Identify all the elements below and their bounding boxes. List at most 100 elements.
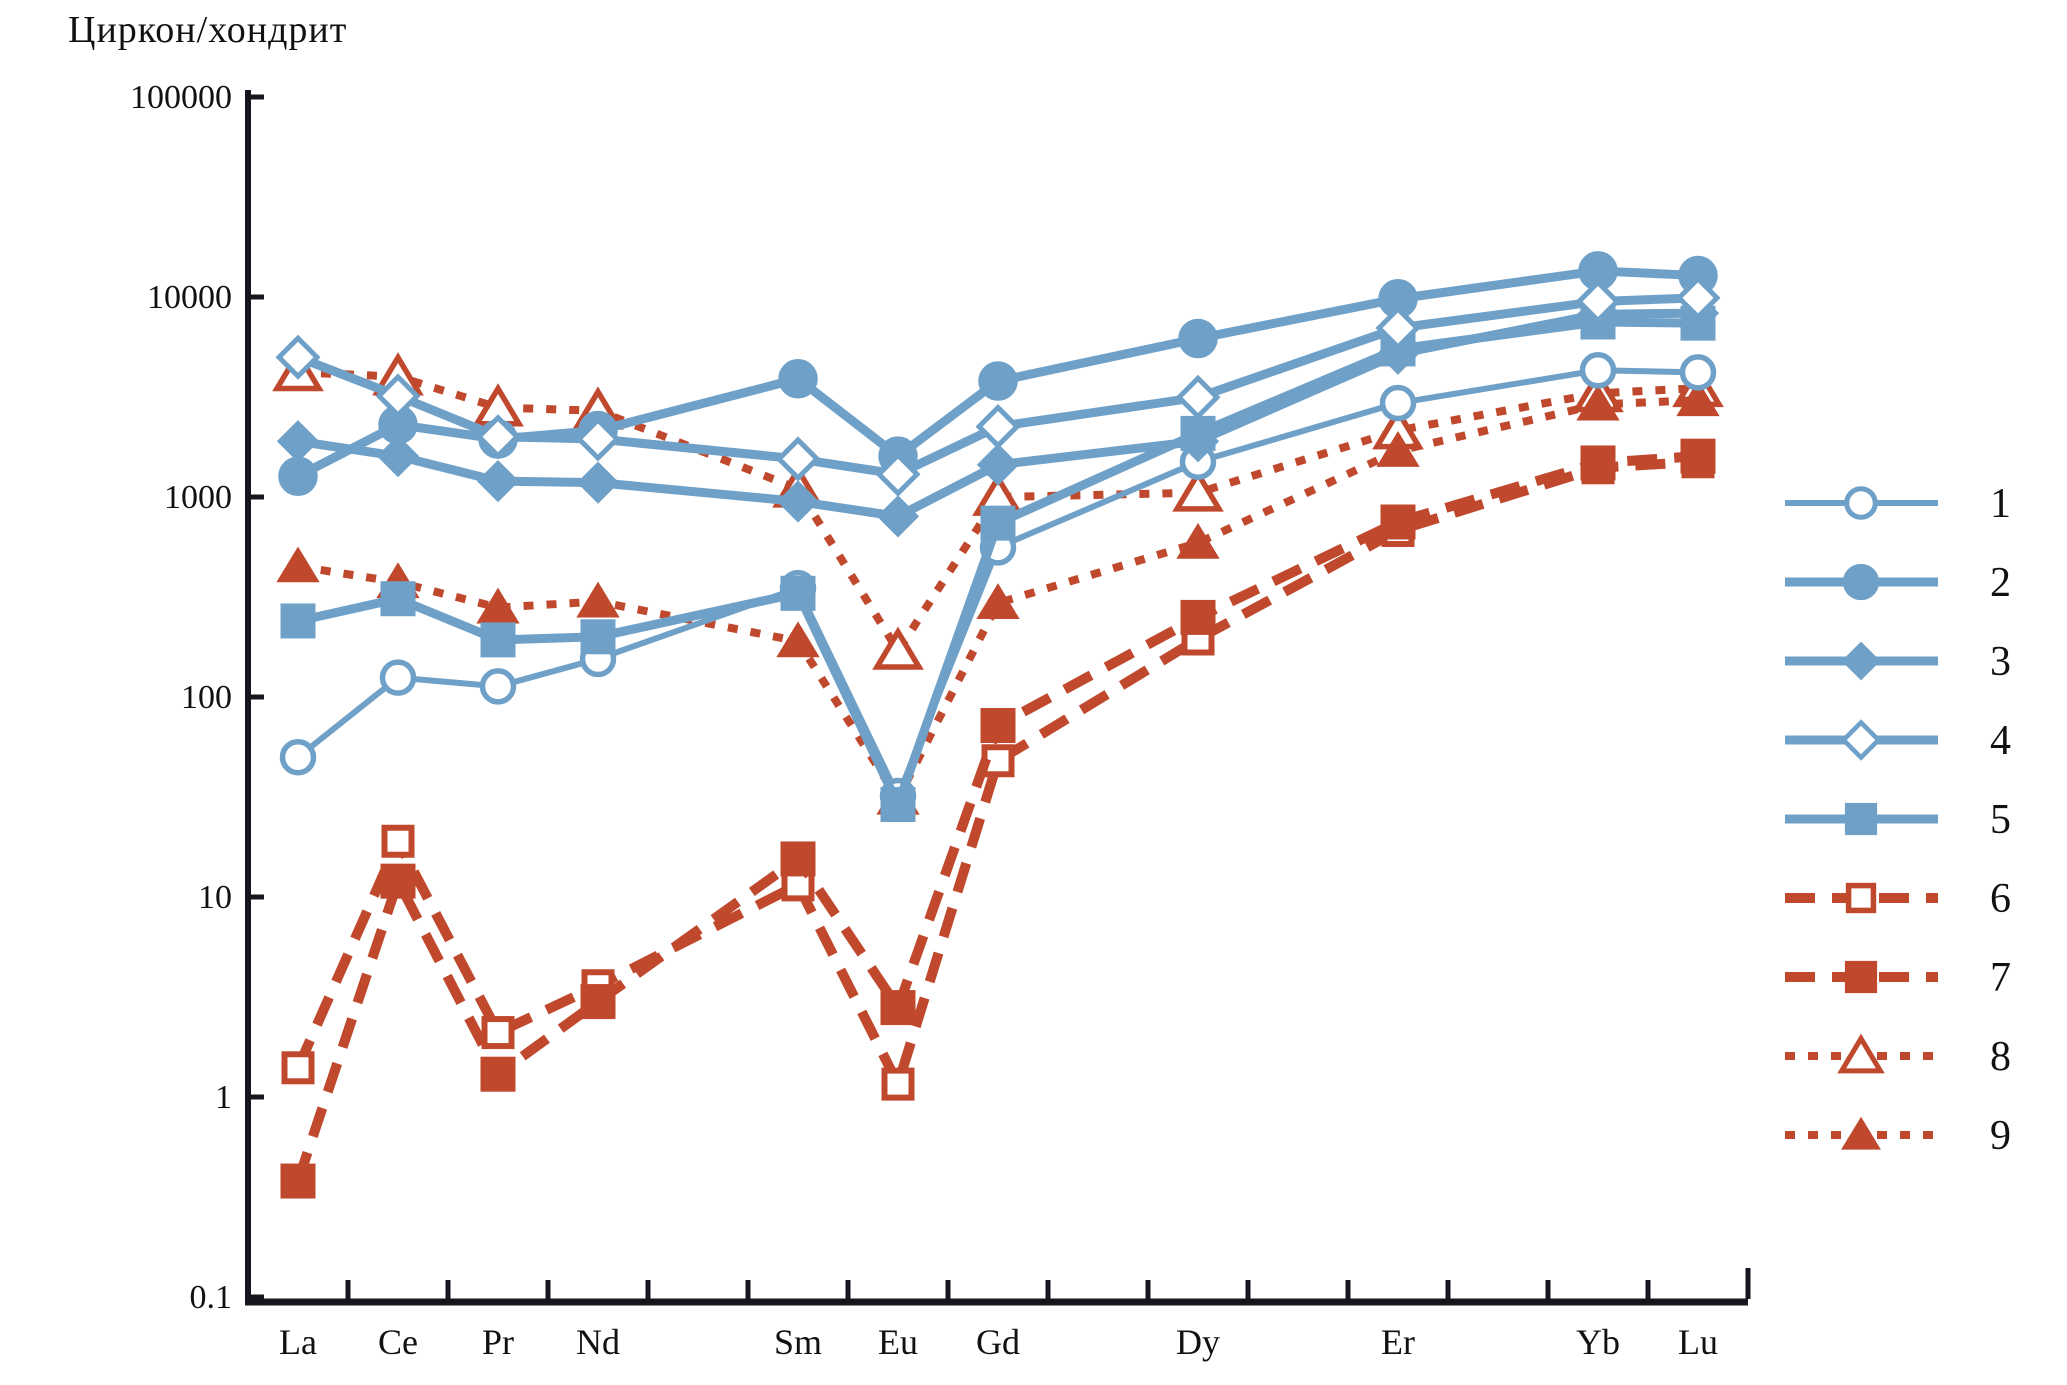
series-3-point-Nd [576,461,620,504]
series-6-point-Pr [481,1016,515,1050]
series-2-point-Gd [978,361,1018,401]
legend-item-1: 1 [1785,481,2011,527]
legend-label-7: 7 [1990,955,2011,1001]
series-7-point-Dy [1180,599,1216,635]
y-tick-label-1: 1 [215,1079,232,1116]
legend-label-3: 3 [1990,639,2011,685]
legend-label-1: 1 [1990,481,2011,527]
series-7-point-Pr [480,1056,516,1092]
series-7-point-Yb [1580,445,1616,481]
x-tick-label-Nd: Nd [576,1322,620,1362]
series-4-point-La [275,334,321,380]
series-1-point-La [279,738,317,776]
series-7-point-Sm [780,841,816,877]
series-5-point-Dy [1180,415,1216,451]
series-4-point-Er [1375,305,1421,351]
x-tick-label-Sm: Sm [774,1322,822,1362]
series-6-point-Eu [881,1067,915,1101]
legend-label-6: 6 [1990,876,2011,922]
legend-item-4: 4 [1785,718,2011,764]
series-1-point-Er [1379,384,1417,422]
y-tick-label-0.1: 0.1 [190,1279,233,1316]
series-3-point-Gd [976,443,1020,486]
series-6-point-Ce [381,824,415,858]
legend-label-9: 9 [1990,1113,2011,1159]
series-4-point-Eu [875,451,921,497]
series-7-point-Ce [380,863,416,899]
series-9-point-Gd [976,583,1020,619]
series-7-point-Lu [1680,438,1716,474]
legend-label-2: 2 [1990,560,2011,606]
series-7-point-Er [1380,504,1416,540]
series-7-point-La [280,1163,316,1199]
series-2-point-Sm [778,359,818,399]
series-3-point-La [276,420,320,463]
y-tick-label-10: 10 [198,879,232,916]
x-tick-label-Er: Er [1381,1322,1415,1362]
series-2-point-Dy [1178,318,1218,359]
x-tick-label-Yb: Yb [1576,1322,1620,1362]
series-1-point-Lu [1679,354,1717,391]
series-5-point-Ce [380,581,416,617]
x-tick-label-Ce: Ce [378,1322,418,1362]
series-3-point-Sm [776,480,820,523]
series-7 [280,438,1716,1199]
series-1-point-Ce [379,659,417,696]
series-3-point-Ce [376,435,420,478]
y-tick-label-10000: 10000 [147,279,232,316]
series-4-point-Ce [375,373,421,419]
series-5-point-La [280,603,316,639]
series-6-line [293,456,1699,1090]
series-5-point-Pr [480,622,516,658]
series-4-point-Yb [1575,278,1621,324]
legend-item-9: 9 [1785,1113,2011,1159]
series-4-point-Gd [975,404,1021,450]
series-8-point-Eu [872,626,924,670]
legend-item-2: 2 [1785,560,2011,606]
series-5-point-Sm [780,575,816,611]
series-9-point-Yb [1576,384,1620,421]
series-5-point-Eu [880,787,916,823]
series-4-point-Nd [575,416,621,462]
series-9-point-Nd [576,581,620,618]
legend-label-5: 5 [1990,797,2011,843]
series-8-point-Dy [1172,468,1224,512]
x-tick-label-Dy: Dy [1176,1322,1220,1362]
legend-item-8: 8 [1785,1033,2011,1080]
series-9-point-Pr [476,587,520,624]
series-5-point-Gd [980,505,1016,541]
series-3-point-Pr [476,460,520,503]
series-4-point-Sm [775,436,821,482]
series-4-point-Dy [1175,374,1221,420]
series-9-point-Lu [1676,380,1720,417]
legend-item-6: 6 [1785,876,2011,922]
series-5-point-Nd [580,619,616,655]
series-7-point-Nd [580,984,616,1020]
series-9-point-Dy [1176,522,1220,559]
series-7-point-Eu [880,990,916,1026]
x-tick-label-Gd: Gd [976,1322,1020,1362]
x-tick-label-Pr: Pr [482,1322,514,1362]
series-8-line [297,368,1699,655]
axes: 100000 10000 1000 100 10 1 0.1 La Ce Pr Nd Sm Eu Gd Dy… [130,79,1751,1362]
series-4-point-Pr [475,414,521,460]
series-3-point-Eu [876,495,920,538]
series-7-point-Gd [980,708,1016,744]
series-4-point-Lu [1675,275,1721,321]
legend-label-4: 4 [1990,718,2011,764]
series-1-point-Yb [1579,352,1617,389]
y-tick-label-100: 100 [181,679,232,716]
legend-item-7: 7 [1785,955,2011,1001]
x-tick-label-La: La [279,1322,317,1362]
series-1-point-Pr [479,668,517,705]
series-9-point-Er [1376,431,1420,467]
legend-item-3: 3 [1785,639,2011,685]
legend: 1 2 3 4 5 6 7 8 9 [1785,481,2011,1159]
legend-item-5: 5 [1785,797,2011,843]
series-4 [275,275,1721,497]
y-tick-label-100000: 100000 [130,79,232,116]
legend-label-8: 8 [1990,1034,2011,1080]
x-tick-label-Lu: Lu [1678,1322,1718,1362]
